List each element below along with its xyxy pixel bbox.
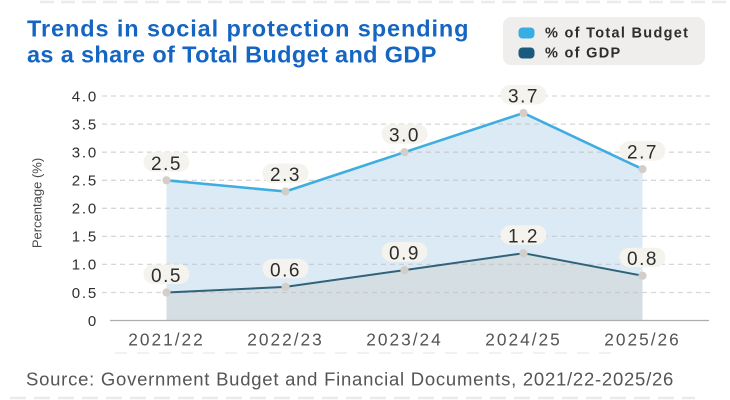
svg-text:2024/25: 2024/25	[485, 330, 561, 350]
svg-text:2.5: 2.5	[151, 154, 182, 175]
svg-text:2.0: 2.0	[72, 201, 98, 218]
svg-text:4.0: 4.0	[72, 88, 98, 105]
svg-text:% of Total Budget: % of Total Budget	[545, 26, 689, 42]
svg-text:2.5: 2.5	[72, 173, 98, 190]
svg-text:0.8: 0.8	[627, 249, 658, 270]
svg-text:2023/24: 2023/24	[366, 330, 442, 350]
svg-text:3.0: 3.0	[389, 126, 420, 147]
svg-text:3.0: 3.0	[72, 145, 98, 162]
svg-text:2025/26: 2025/26	[604, 330, 680, 350]
svg-text:1.5: 1.5	[72, 229, 98, 246]
svg-text:0: 0	[88, 313, 98, 330]
svg-text:1.2: 1.2	[508, 227, 539, 248]
svg-text:0.6: 0.6	[270, 260, 301, 281]
svg-text:2022/23: 2022/23	[247, 330, 323, 350]
svg-text:2.7: 2.7	[627, 143, 658, 164]
svg-text:0.5: 0.5	[151, 266, 182, 287]
svg-text:as a share of Total Budget and: as a share of Total Budget and GDP	[27, 41, 437, 67]
svg-text:3.7: 3.7	[508, 87, 539, 108]
svg-text:Source: Government Budget and: Source: Government Budget and Financial …	[26, 369, 674, 390]
svg-text:1.0: 1.0	[72, 257, 98, 274]
svg-text:2021/22: 2021/22	[128, 330, 204, 350]
svg-text:2.3: 2.3	[270, 165, 301, 186]
svg-text:Percentage (%): Percentage (%)	[30, 158, 45, 248]
svg-text:0.5: 0.5	[72, 285, 98, 302]
svg-text:0.9: 0.9	[389, 244, 420, 265]
svg-text:3.5: 3.5	[72, 116, 98, 133]
svg-text:% of GDP: % of GDP	[545, 46, 621, 62]
svg-text:Trends in social protection sp: Trends in social protection spending	[27, 16, 469, 42]
